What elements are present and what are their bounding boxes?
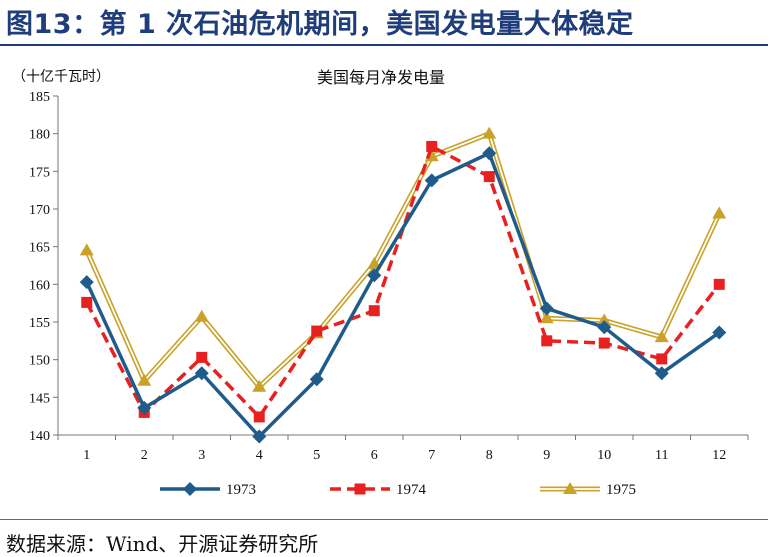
x-tick-label: 2 — [141, 448, 148, 463]
legend-item-1974: 1974 — [330, 482, 427, 498]
bottom-rule — [0, 519, 768, 520]
y-unit-label: （十亿千瓦时） — [12, 69, 110, 85]
data-point — [598, 337, 610, 349]
data-point — [194, 309, 209, 322]
x-tick-label: 9 — [543, 448, 550, 463]
data-point — [482, 126, 497, 139]
data-point — [424, 173, 439, 188]
y-tick-label: 170 — [29, 203, 50, 218]
legend-item-1975: 1975 — [540, 482, 636, 498]
x-tick-label: 6 — [371, 448, 378, 463]
data-point — [368, 305, 380, 317]
series-line — [85, 143, 721, 420]
data-point — [367, 256, 382, 269]
x-tick-label: 1 — [83, 448, 90, 463]
x-tick-label: 3 — [198, 448, 205, 463]
data-point — [426, 140, 438, 152]
x-tick-label: 11 — [655, 448, 668, 463]
x-tick-label: 10 — [597, 448, 611, 463]
x-tick-label: 7 — [428, 448, 435, 463]
data-point — [252, 379, 267, 392]
data-point — [482, 146, 497, 161]
series-line-inner — [85, 132, 721, 389]
y-tick-label: 160 — [29, 278, 50, 293]
data-point — [311, 325, 323, 337]
data-point — [483, 171, 495, 183]
data-point — [713, 278, 725, 290]
data-point — [137, 373, 152, 386]
series-1974 — [81, 140, 725, 423]
data-point — [367, 268, 382, 283]
legend-marker — [354, 483, 366, 495]
figure-title: 图13：第 1 次石油危机期间，美国发电量大体稳定 — [6, 9, 634, 40]
data-point — [539, 301, 554, 316]
chart-title: 美国每月净发电量 — [317, 68, 445, 87]
y-tick-label: 180 — [29, 128, 50, 143]
y-tick-label: 165 — [29, 241, 50, 256]
x-tick-label: 4 — [256, 448, 263, 463]
series-1975 — [79, 126, 727, 392]
data-point — [253, 411, 265, 423]
data-point — [597, 313, 612, 326]
data-point — [654, 366, 669, 381]
legend-label: 1974 — [396, 482, 427, 498]
data-point — [252, 429, 267, 444]
legend-item-1973: 1973 — [160, 482, 256, 498]
legend-label: 1975 — [606, 482, 636, 498]
data-point — [194, 366, 209, 381]
legend: 1973 1974 1975 — [160, 482, 636, 498]
data-point — [79, 275, 94, 290]
data-point — [712, 206, 727, 219]
x-tick-label: 12 — [712, 448, 726, 463]
data-point — [81, 296, 93, 308]
y-tick-label: 175 — [29, 165, 50, 180]
y-tick-label: 155 — [29, 316, 50, 331]
y-ticks: 140 145 150 155 160 165 170 175 180 185 — [29, 90, 58, 444]
y-tick-label: 185 — [29, 90, 50, 105]
data-point — [196, 351, 208, 363]
series-line — [85, 151, 721, 439]
y-tick-label: 140 — [29, 429, 50, 444]
data-point — [654, 330, 669, 343]
data-point — [541, 335, 553, 347]
data-point — [79, 243, 94, 256]
data-point — [597, 320, 612, 335]
x-tick-label: 8 — [486, 448, 493, 463]
y-tick-label: 150 — [29, 354, 50, 369]
data-point — [309, 372, 324, 387]
y-tick-label: 145 — [29, 391, 50, 406]
data-point — [712, 325, 727, 340]
legend-label: 1973 — [226, 482, 256, 498]
data-point — [539, 311, 554, 324]
x-tick-label: 5 — [313, 448, 320, 463]
title-rule — [0, 44, 768, 46]
plot-area — [79, 126, 727, 444]
legend-marker — [563, 482, 577, 494]
line-chart: 美国每月净发电量 （十亿千瓦时） 14014515015516016517017… — [12, 68, 749, 498]
data-point — [137, 400, 152, 415]
source-note: 数据来源：Wind、开源证券研究所 — [6, 532, 319, 556]
x-ticks: 1 2 3 4 5 6 7 8 9 10 11 12 — [57, 435, 749, 463]
data-point — [656, 353, 668, 365]
legend-marker — [183, 482, 197, 496]
series-1973 — [79, 146, 727, 444]
